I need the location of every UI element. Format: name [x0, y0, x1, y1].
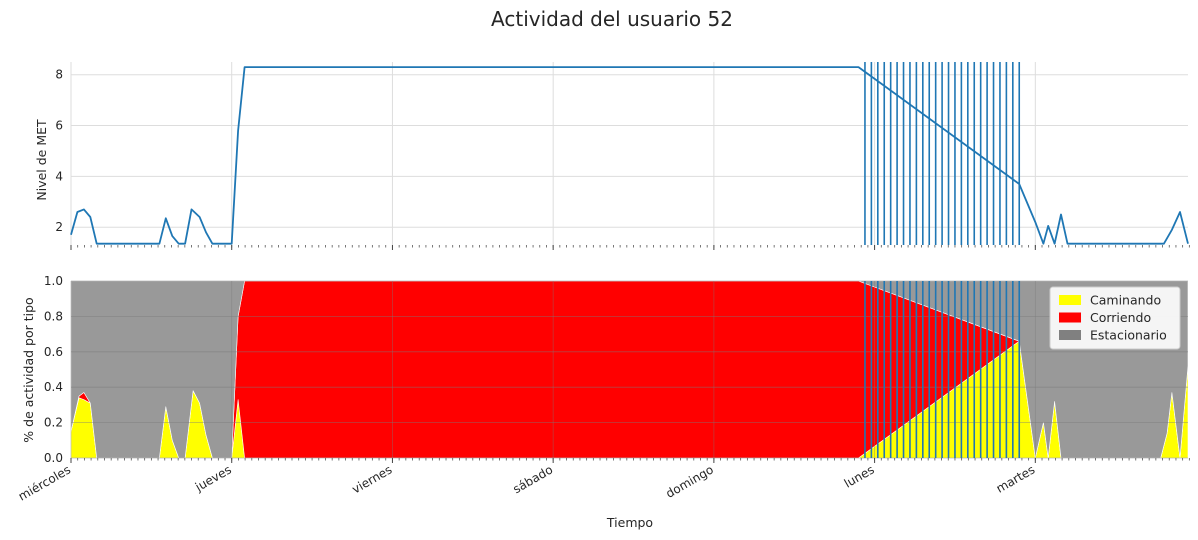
met-panel: 2 4 6 8 [55, 62, 1190, 250]
x-tick-label: viernes [350, 462, 395, 496]
legend-label: Estacionario [1090, 328, 1167, 343]
activity-panel: 0.0 0.2 0.4 0.6 0.8 1.0 [44, 274, 1190, 465]
legend-swatch [1059, 330, 1081, 340]
legend-swatch [1059, 312, 1081, 323]
y-tick-label: 8 [55, 68, 63, 82]
vertical-lines [864, 281, 1021, 458]
y-tick-label: 0.4 [44, 380, 63, 394]
plot-area [71, 62, 1188, 245]
y-tick-label: 0.2 [44, 416, 63, 430]
y-axis-label-activity: % de actividad por tipo [21, 297, 36, 442]
y-tick-label: 0.0 [44, 451, 63, 465]
legend-swatch [1059, 295, 1081, 305]
legend-box [1049, 286, 1181, 350]
x-axis: miércoles jueves viernes sábado domingo lunes… [16, 462, 1038, 503]
chart-title: Actividad del usuario 52 [491, 7, 733, 31]
y-tick-label: 0.6 [44, 345, 63, 359]
x-axis-label: Tiempo [606, 515, 653, 530]
x-tick-label: domingo [663, 462, 716, 500]
y-tick-label: 4 [55, 169, 63, 183]
y-axis-label-met: Nivel de MET [34, 119, 49, 201]
x-tick-label: sábado [510, 462, 555, 496]
met-line [70, 66, 1189, 245]
x-tick-label: martes [994, 462, 1038, 495]
minor-ticks [70, 458, 1190, 463]
x-tick-label: miércoles [16, 462, 73, 503]
y-tick-label: 2 [55, 220, 63, 234]
y-tick-label: 0.8 [44, 309, 63, 323]
x-tick-label: jueves [192, 462, 234, 494]
y-tick-label: 6 [55, 119, 63, 133]
minor-ticks [70, 245, 1190, 250]
x-tick-label: lunes [842, 462, 877, 490]
y-tick-label: 1.0 [44, 274, 63, 288]
legend: Caminando Corriendo Estacionario [1049, 286, 1181, 350]
vertical-lines [864, 62, 1021, 245]
legend-label: Caminando [1090, 293, 1161, 308]
legend-label: Corriendo [1090, 310, 1151, 325]
